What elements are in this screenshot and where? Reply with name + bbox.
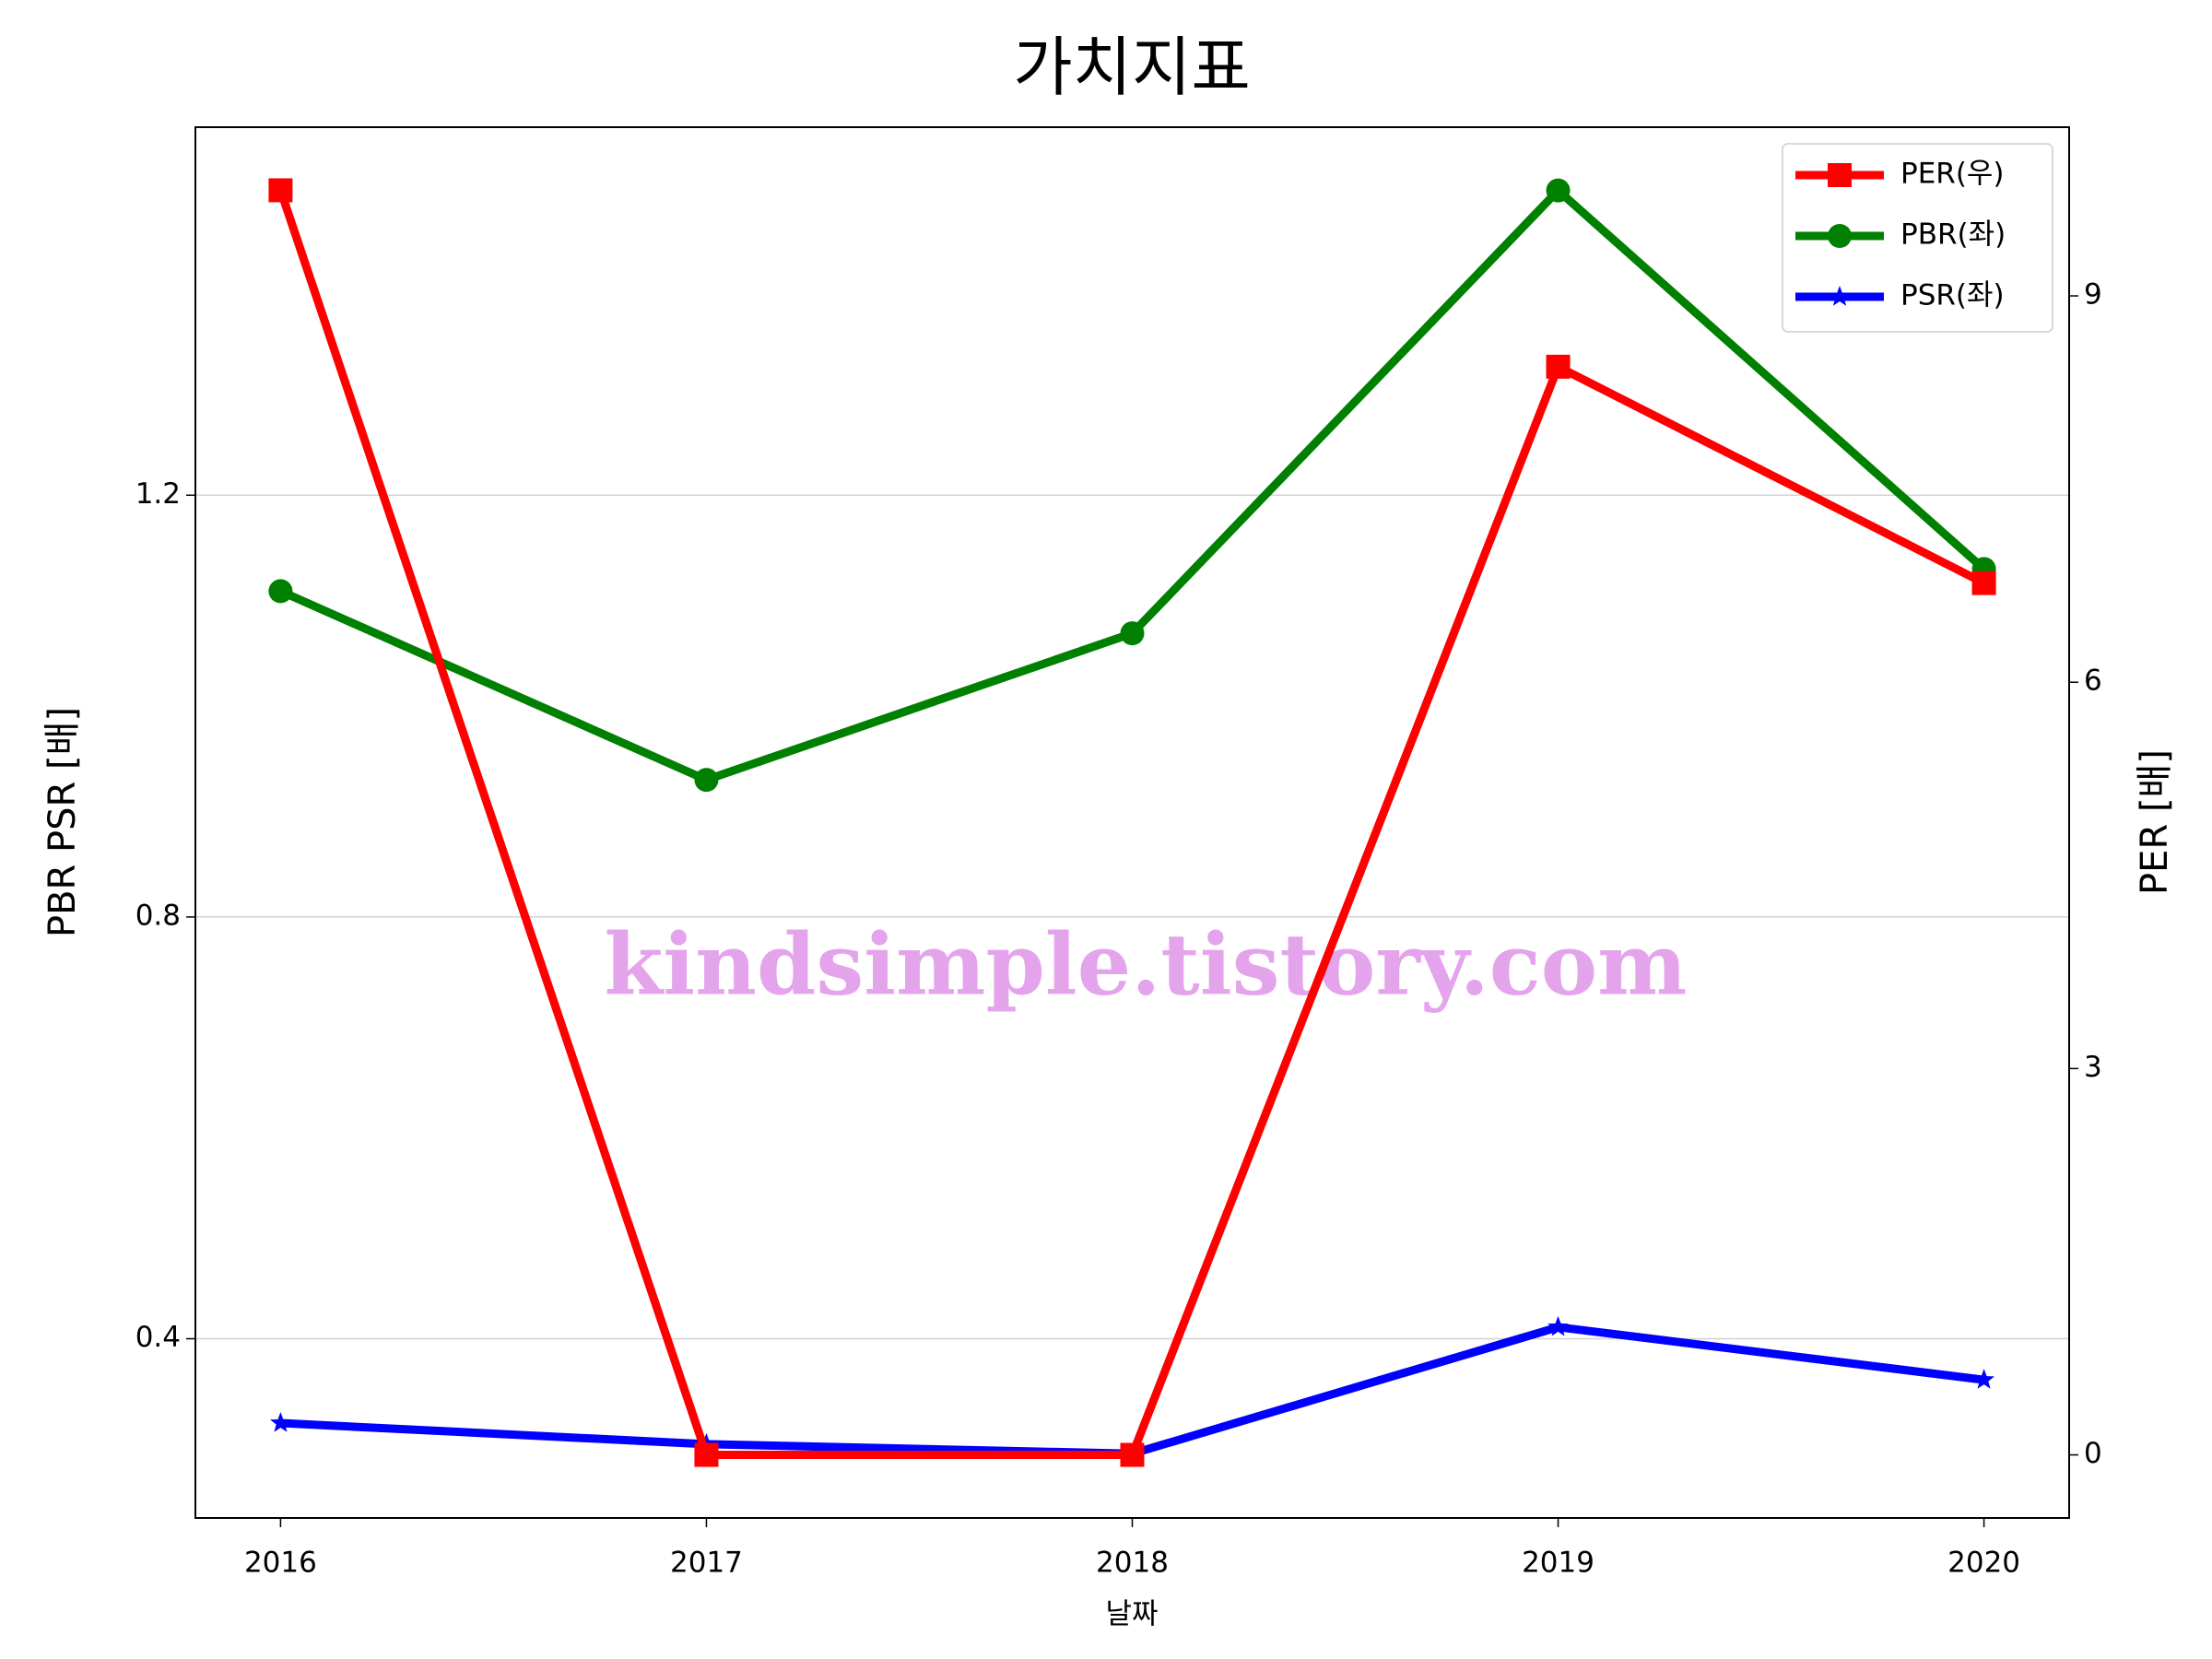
marker [1829,286,1851,306]
marker [1828,224,1852,248]
legend-label: PER(우) [1900,158,2005,191]
y2-axis-label: PER [배] [2134,749,2176,895]
chart-title: 가치지표 [1013,29,1251,105]
y2-tick-label: 3 [2084,1051,2102,1084]
watermark: kindsimple.tistory.com [604,915,1687,1015]
marker [694,1442,719,1467]
y2-tick-label: 6 [2084,665,2102,698]
marker [1120,1442,1145,1467]
y-tick-label: 0.4 [135,1321,181,1354]
marker [1828,163,1852,187]
legend: PER(우) PBR(좌) PSR(좌) [1782,143,2053,333]
x-axis-label: 날짜 [1105,1598,1158,1631]
marker [694,768,719,793]
x-tick-label: 2020 [1947,1547,2020,1580]
marker [1546,354,1571,379]
x-tick-label: 2017 [670,1547,743,1580]
legend-label: PBR(좌) [1900,218,2006,252]
y-tick-label: 0.8 [135,899,181,932]
marker [1546,178,1571,203]
marker [268,178,293,203]
marker [1973,1369,1994,1389]
y-tick-label: 1.2 [135,477,181,511]
marker [268,579,293,604]
marker [270,1412,291,1432]
plot-frame [194,126,2070,1519]
legend-label: PSR(좌) [1900,279,2005,312]
marker [1971,571,1996,595]
y2-tick-label: 0 [2084,1437,2102,1470]
marker [1547,1315,1569,1336]
y-axis-label: PBR PSR [배] [41,707,84,937]
marker [1120,621,1145,646]
x-tick-label: 2018 [1096,1547,1169,1580]
x-tick-label: 2019 [1522,1547,1594,1580]
y2-tick-label: 9 [2084,278,2102,312]
legend-frame [1782,143,2053,333]
x-tick-label: 2016 [244,1547,317,1580]
